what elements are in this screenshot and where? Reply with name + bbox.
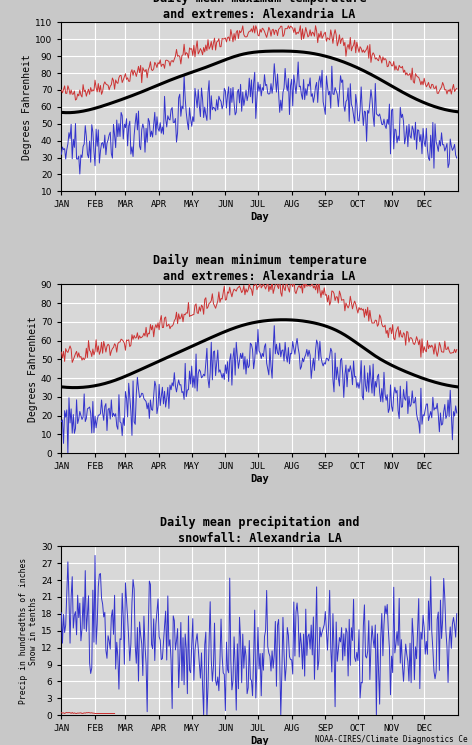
Title: Daily mean minimum temperature
and extremes: Alexandria LA: Daily mean minimum temperature and extre… — [153, 254, 366, 283]
Title: Daily mean maximum temperature
and extremes: Alexandria LA: Daily mean maximum temperature and extre… — [153, 0, 366, 21]
Text: NOAA-CIRES/Climate Diagnostics Ce: NOAA-CIRES/Climate Diagnostics Ce — [315, 735, 467, 744]
X-axis label: Day: Day — [250, 474, 269, 484]
Y-axis label: Degrees Fahrenheit: Degrees Fahrenheit — [22, 54, 32, 159]
X-axis label: Day: Day — [250, 212, 269, 222]
Y-axis label: Degrees Fahrenheit: Degrees Fahrenheit — [28, 316, 38, 422]
Y-axis label: Precip in hundredths of inches
Snow in tenths: Precip in hundredths of inches Snow in t… — [19, 557, 38, 704]
X-axis label: Day: Day — [250, 736, 269, 745]
Title: Daily mean precipitation and
snowfall: Alexandria LA: Daily mean precipitation and snowfall: A… — [160, 516, 359, 545]
